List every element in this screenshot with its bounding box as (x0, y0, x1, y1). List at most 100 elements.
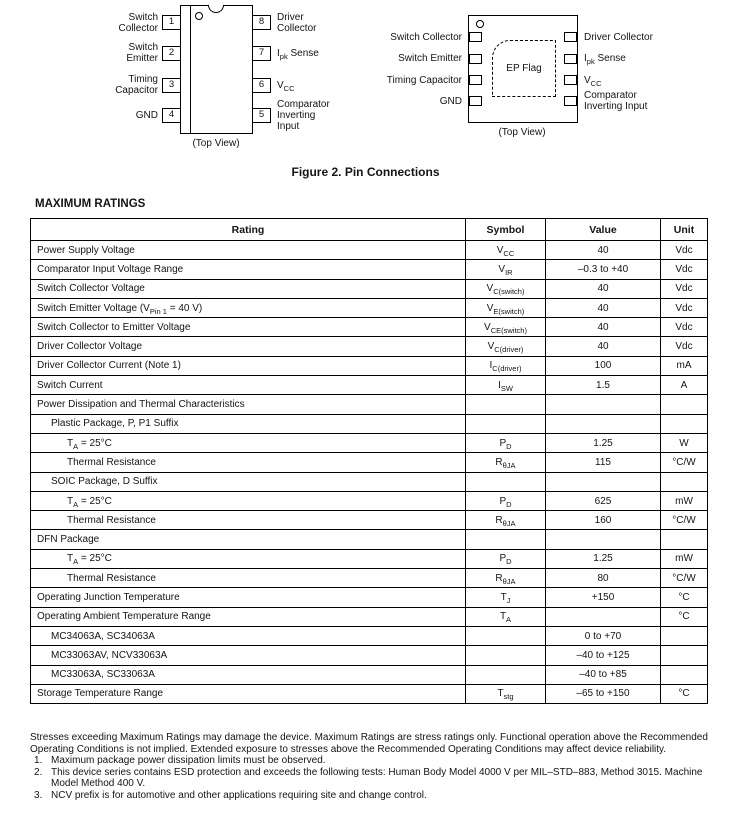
symbol-cell: IC(driver) (465, 355, 546, 377)
value-cell: 625 (545, 490, 661, 512)
value-cell: 40 (545, 278, 661, 299)
table-row: Comparator Input Voltage Range VIR –0.3 to… (30, 259, 708, 280)
rating-cell: Switch Current (30, 375, 466, 396)
table-row: Thermal Resistance RθJA 80 °C/W (30, 568, 708, 589)
rating-cell: Thermal Resistance (30, 510, 466, 531)
pin-label-line: Emitter (126, 53, 158, 64)
unit-cell: Vdc (660, 278, 708, 299)
unit-cell: °C/W (660, 568, 708, 589)
symbol-cell: VE(switch) (465, 297, 546, 319)
pin-label-line: Input (277, 121, 300, 132)
unit-cell: °C/W (660, 452, 708, 473)
table-row: MC34063A, SC34063A 0 to +70 (30, 625, 708, 647)
dip8-inner-edge-line (190, 6, 192, 133)
dfn-pin-pad (469, 32, 482, 42)
symbol-cell: VC(switch) (465, 278, 546, 299)
table-row: Switch Collector to Emitter Voltage VCE(s… (30, 317, 708, 338)
symbol-cell (465, 625, 546, 647)
value-cell: 160 (545, 510, 661, 531)
ep-flag-pad: EP Flag (492, 40, 556, 97)
table-row: Thermal Resistance RθJA 160 °C/W (30, 510, 708, 531)
pin-label: Timing Capacitor (58, 74, 158, 96)
pin-label: Comparator Inverting Input (584, 90, 724, 112)
pin-label-line: Timing (128, 74, 158, 85)
column-header: Unit (660, 218, 708, 241)
unit-cell: mW (660, 490, 708, 512)
value-cell: +150 (545, 587, 661, 608)
unit-cell (660, 664, 708, 685)
symbol-cell: RθJA (465, 568, 546, 589)
dfn-pin-pad (469, 75, 482, 85)
table-row: Driver Collector Voltage VC(driver) 40 Vdc (30, 336, 708, 357)
table-row: Power Dissipation and Thermal Characteri… (30, 394, 708, 415)
value-cell: 40 (545, 239, 661, 261)
symbol-cell (465, 529, 546, 550)
pin-label: GND (58, 110, 158, 121)
rating-cell: Power Supply Voltage (30, 239, 466, 261)
unit-cell: Vdc (660, 259, 708, 280)
maximum-ratings-table: Rating Symbol Value Unit Power Supply Volta… (30, 218, 708, 705)
symbol-cell (465, 394, 546, 415)
dip-pin-box: 4 (162, 108, 181, 123)
symbol-cell: PD (465, 432, 546, 454)
value-cell: –0.3 to +40 (545, 259, 661, 280)
pin-label: Switch Collector (58, 12, 158, 34)
value-cell: 40 (545, 317, 661, 338)
rating-cell: Plastic Package, P, P1 Suffix (30, 413, 466, 434)
table-row: Switch Emitter Voltage (VPin 1 = 40 V) VE… (30, 297, 708, 319)
unit-cell: W (660, 432, 708, 454)
dfn-pin-pad (564, 32, 577, 42)
table-row: Power Supply Voltage VCC 40 Vdc (30, 239, 708, 261)
dip-pin-box: 7 (252, 45, 271, 61)
table-row: TA = 25°C PD 1.25 W (30, 432, 708, 454)
pin1-indicator-dot (195, 12, 203, 20)
symbol-cell: PD (465, 548, 546, 570)
symbol-cell: RθJA (465, 510, 546, 531)
footnote-number: 2. (34, 766, 43, 778)
unit-cell: mA (660, 355, 708, 377)
table-row: Storage Temperature Range Tstg –65 to +150… (30, 683, 708, 705)
pin-label-line: Switch Collector (390, 31, 462, 43)
pin-label: Ipk Sense (277, 48, 377, 60)
dip-pin-box: 6 (252, 77, 271, 93)
pin-label-line: Comparator (584, 90, 637, 101)
rating-cell: Storage Temperature Range (30, 683, 466, 705)
value-cell: 80 (545, 568, 661, 589)
rating-cell: TA = 25°C (30, 548, 466, 570)
value-cell (545, 606, 661, 627)
pin-label-line: Driver Collector (584, 31, 653, 43)
unit-cell (660, 413, 708, 434)
pin-label: Driver Collector (584, 32, 724, 43)
symbol-cell: VC(driver) (465, 336, 546, 357)
footnote-number: 1. (34, 755, 43, 767)
pin-label: Switch Emitter (58, 42, 158, 64)
figure-caption: Figure 2. Pin Connections (291, 165, 440, 179)
pin-label-line: Switch (128, 42, 158, 53)
table-row: Plastic Package, P, P1 Suffix (30, 413, 708, 434)
table-row: Switch Current ISW 1.5 A (30, 375, 708, 396)
rating-cell: MC33063A, SC33063A (30, 664, 466, 685)
table-row: Operating Ambient Temperature Range TA °C (30, 606, 708, 627)
rating-cell: Comparator Input Voltage Range (30, 259, 466, 280)
value-cell: –40 to +85 (545, 664, 661, 685)
dfn-pin-pad (469, 53, 482, 64)
pin-label-line: Inverting (277, 110, 316, 121)
symbol-cell (465, 645, 546, 666)
pin-label: GND (262, 96, 462, 107)
footnote: 3. NCV prefix is for automotive and other… (30, 790, 709, 802)
value-cell (545, 471, 661, 492)
rating-cell: Driver Collector Voltage (30, 336, 466, 357)
column-header: Value (545, 218, 661, 241)
symbol-cell: VCE(switch) (465, 317, 546, 338)
dfn8-package-outline (468, 15, 578, 123)
unit-cell: °C (660, 587, 708, 608)
pin-label-line: Switch Emitter (398, 53, 462, 64)
footnote-text: NCV prefix is for automotive and other a… (51, 789, 427, 801)
footnote-number: 3. (34, 789, 43, 801)
dip-pin-box: 3 (162, 77, 181, 93)
value-cell (545, 529, 661, 550)
footnote: 2. This device series contains ESD protec… (30, 767, 709, 790)
ratings-footnotes: Stresses exceeding Maximum Ratings may d… (30, 732, 709, 802)
unit-cell: Vdc (660, 336, 708, 357)
